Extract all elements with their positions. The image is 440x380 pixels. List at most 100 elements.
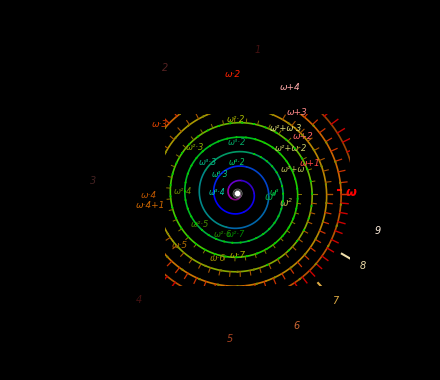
Text: ω²+ω·2: ω²+ω·2 xyxy=(275,144,308,153)
Polygon shape xyxy=(276,172,277,173)
Polygon shape xyxy=(156,201,157,203)
Text: ω·5: ω·5 xyxy=(172,241,188,250)
Polygon shape xyxy=(172,207,173,208)
Text: ω: ω xyxy=(346,186,356,199)
Polygon shape xyxy=(195,223,197,224)
Polygon shape xyxy=(274,277,275,278)
Text: ω²+ω: ω²+ω xyxy=(281,165,305,174)
Text: ω³·2: ω³·2 xyxy=(229,158,246,168)
Polygon shape xyxy=(313,149,314,151)
Polygon shape xyxy=(326,142,327,144)
Polygon shape xyxy=(205,249,206,250)
Polygon shape xyxy=(296,208,297,209)
Polygon shape xyxy=(227,138,228,139)
Polygon shape xyxy=(311,206,312,207)
Polygon shape xyxy=(231,242,233,243)
Polygon shape xyxy=(288,250,290,251)
Polygon shape xyxy=(271,166,273,167)
Polygon shape xyxy=(280,290,282,291)
Polygon shape xyxy=(167,233,169,234)
Polygon shape xyxy=(299,279,301,280)
Polygon shape xyxy=(145,163,146,164)
Polygon shape xyxy=(288,123,290,124)
Polygon shape xyxy=(167,256,168,258)
Polygon shape xyxy=(278,258,279,259)
Text: 7: 7 xyxy=(332,296,338,306)
Polygon shape xyxy=(258,95,260,96)
Polygon shape xyxy=(260,157,261,158)
Text: ω·6: ω·6 xyxy=(210,254,226,263)
Polygon shape xyxy=(267,264,268,265)
Polygon shape xyxy=(209,145,211,146)
Polygon shape xyxy=(236,137,237,138)
Polygon shape xyxy=(325,184,326,185)
Text: ω²·3: ω²·3 xyxy=(186,143,204,152)
Polygon shape xyxy=(315,263,316,265)
Text: ω+3: ω+3 xyxy=(287,108,308,117)
Polygon shape xyxy=(187,236,188,237)
Polygon shape xyxy=(294,148,295,149)
Polygon shape xyxy=(208,234,209,236)
Text: ω·4: ω·4 xyxy=(141,191,158,200)
Polygon shape xyxy=(237,108,239,109)
Polygon shape xyxy=(216,96,218,97)
Polygon shape xyxy=(286,139,287,140)
Polygon shape xyxy=(240,242,241,243)
Polygon shape xyxy=(190,257,191,259)
Polygon shape xyxy=(281,208,282,210)
Polygon shape xyxy=(191,165,192,166)
Polygon shape xyxy=(269,228,270,230)
Polygon shape xyxy=(170,195,171,197)
Polygon shape xyxy=(224,241,225,242)
Polygon shape xyxy=(304,253,306,255)
Text: ω²·6: ω²·6 xyxy=(214,230,233,239)
Text: 9: 9 xyxy=(375,226,381,236)
Polygon shape xyxy=(279,178,280,180)
Polygon shape xyxy=(266,161,268,162)
Polygon shape xyxy=(220,270,222,271)
Polygon shape xyxy=(290,267,292,268)
Text: ω³·3: ω³·3 xyxy=(199,158,217,167)
Polygon shape xyxy=(237,93,239,94)
Text: ω³: ω³ xyxy=(265,192,277,202)
Polygon shape xyxy=(158,167,160,169)
Polygon shape xyxy=(272,147,273,148)
Text: ω²·5: ω²·5 xyxy=(191,220,210,229)
Polygon shape xyxy=(184,190,185,192)
Polygon shape xyxy=(197,103,198,104)
Polygon shape xyxy=(312,125,314,126)
Polygon shape xyxy=(170,184,171,185)
Polygon shape xyxy=(297,240,298,242)
Polygon shape xyxy=(218,126,220,127)
Text: 5: 5 xyxy=(227,334,233,344)
Polygon shape xyxy=(141,182,142,184)
Polygon shape xyxy=(308,218,309,219)
Text: 6: 6 xyxy=(293,321,300,331)
Text: ω²·2: ω²·2 xyxy=(227,115,246,124)
Polygon shape xyxy=(181,269,183,271)
Polygon shape xyxy=(155,240,156,242)
Polygon shape xyxy=(265,127,266,128)
Text: ω³·2: ω³·2 xyxy=(227,138,246,147)
Polygon shape xyxy=(156,184,157,186)
Text: ω·2: ω·2 xyxy=(225,70,242,79)
Polygon shape xyxy=(218,141,219,142)
Circle shape xyxy=(235,192,240,196)
Text: ω³·3: ω³·3 xyxy=(212,170,228,179)
Text: ω³·4: ω³·4 xyxy=(209,188,225,197)
Polygon shape xyxy=(164,127,165,129)
Polygon shape xyxy=(202,151,203,152)
Polygon shape xyxy=(217,284,219,285)
Polygon shape xyxy=(291,169,292,170)
Text: ω+4: ω+4 xyxy=(280,84,301,92)
Polygon shape xyxy=(175,137,176,138)
Polygon shape xyxy=(321,166,322,168)
Polygon shape xyxy=(205,265,206,266)
Text: 2: 2 xyxy=(162,63,168,73)
Text: ω²: ω² xyxy=(280,198,293,208)
Polygon shape xyxy=(302,135,303,136)
Polygon shape xyxy=(279,153,281,154)
Polygon shape xyxy=(286,160,287,162)
Polygon shape xyxy=(198,279,200,280)
Text: ω²·7: ω²·7 xyxy=(227,230,246,239)
